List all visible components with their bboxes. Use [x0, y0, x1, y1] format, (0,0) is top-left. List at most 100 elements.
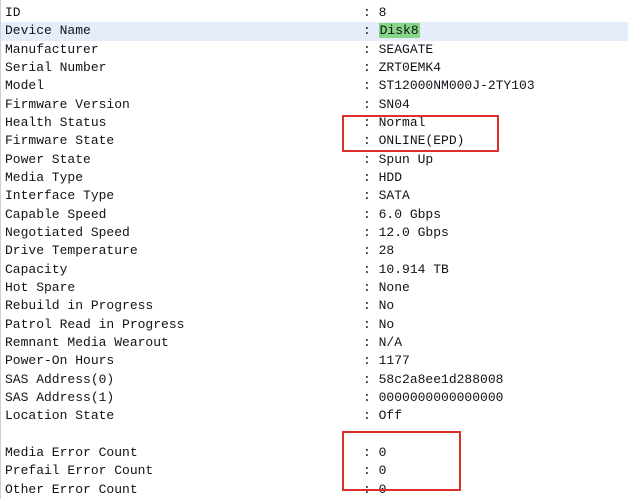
colon-separator: : [363, 188, 379, 204]
selected-value-highlight: Disk8 [378, 23, 420, 39]
value-text: 8 [378, 5, 387, 20]
field-label: Firmware Version [5, 96, 130, 112]
colon-separator: : [363, 463, 379, 479]
info-row-patrol-read-in-progress: Patrol Read in Progress: No [1, 316, 628, 334]
field-value: : ST12000NM000J-2TY103 [363, 77, 535, 95]
field-label: Negotiated Speed [5, 224, 130, 240]
value-text: 28 [378, 243, 395, 259]
field-label: ID [5, 5, 21, 20]
info-row-location-state: Location State : Off [1, 407, 628, 425]
field-value: : 0 [363, 462, 386, 480]
colon-separator: : [363, 481, 379, 497]
value-text: 0000000000000000 [378, 389, 504, 405]
field-label: SAS Address(0) [5, 371, 115, 387]
info-row-capacity: Capacity: 10.914 TB [1, 261, 628, 279]
info-row-interface-type: Interface Type : SATA [1, 187, 628, 205]
field-value: : 58c2a8ee1d288008 [363, 371, 503, 389]
colon-separator: : [363, 206, 379, 222]
field-value: : 10.914 TB [363, 261, 449, 279]
info-row-model: Model: ST12000NM000J-2TY103 [1, 77, 628, 95]
colon-separator: : [363, 41, 379, 57]
field-label: Interface Type [5, 188, 115, 204]
field-value: : 6.0 Gbps [363, 206, 441, 224]
field-value: : 0 [363, 481, 386, 499]
colon-separator: : [363, 5, 379, 20]
value-text: 0 [378, 444, 387, 460]
field-label: SAS Address(1) [5, 389, 115, 405]
field-value: : N/A [363, 334, 402, 352]
colon-separator: : [363, 444, 379, 460]
info-row-remnant-media-wearout: Remnant Media Wearout: N/A [1, 334, 628, 352]
field-value: : Spun Up [363, 151, 433, 169]
blank-row [1, 426, 628, 444]
field-value: : 0 [363, 444, 386, 462]
disk-info-list: ID: 8 Device Name: Disk8 Manufacturer: SEA… [1, 4, 628, 499]
field-value: : Off [363, 407, 402, 425]
field-value: : 0000000000000000 [363, 389, 503, 407]
field-value: : 12.0 Gbps [363, 224, 449, 242]
info-row-sas-address-0: SAS Address(0) : 58c2a8ee1d288008 [1, 371, 628, 389]
field-value: : SATA [363, 187, 410, 205]
value-text: Normal [378, 114, 426, 130]
field-label: Capacity [5, 261, 68, 277]
value-text: Spun Up [378, 151, 434, 167]
field-label: Power-On Hours [5, 353, 115, 369]
info-row-media-type: Media Type: HDD [1, 169, 628, 187]
field-label: Rebuild in Progress [5, 298, 154, 314]
colon-separator: : [363, 96, 379, 112]
colon-separator: : [363, 261, 379, 277]
field-label: Model [5, 78, 45, 94]
info-row-rebuild-in-progress: Rebuild in Progress: No [1, 297, 628, 315]
value-text: ZRT0EMK4 [378, 59, 442, 75]
info-row-manufacturer: Manufacturer: SEAGATE [1, 41, 628, 59]
colon-separator: : [363, 353, 379, 369]
value-text: 0 [378, 463, 387, 479]
info-row-capable-speed: Capable Speed: 6.0 Gbps [1, 206, 628, 224]
field-value: : Normal [363, 114, 425, 132]
value-text: ST12000NM000J-2TY103 [378, 78, 535, 94]
field-label: Device Name [5, 23, 91, 39]
field-label: Other Error Count [5, 481, 138, 497]
field-label: Health Status [5, 114, 107, 130]
info-row-sas-address-1: SAS Address(1): 0000000000000000 [1, 389, 628, 407]
colon-separator: : [363, 371, 379, 387]
field-label: Location State [5, 408, 115, 424]
colon-separator: : [363, 78, 379, 94]
info-row-other-error-count: Other Error Count: 0 [1, 481, 628, 499]
colon-separator: : [363, 279, 379, 295]
colon-separator: : [363, 224, 379, 240]
colon-separator: : [363, 298, 379, 314]
info-row-health-status: Health Status : Normal [1, 114, 628, 132]
field-value: : SN04 [363, 96, 410, 114]
value-text: None [378, 279, 410, 295]
colon-separator: : [363, 389, 379, 405]
info-row-drive-temperature: Drive Temperature : 28 [1, 242, 628, 260]
field-value: : Disk8 [363, 22, 420, 40]
value-text: N/A [378, 334, 403, 350]
colon-separator: : [363, 334, 379, 350]
field-label: Power State [5, 151, 91, 167]
info-row-id: ID: 8 [1, 4, 628, 22]
colon-separator: : [363, 23, 379, 39]
field-label: Serial Number [5, 59, 107, 75]
field-value: : No [363, 316, 394, 334]
value-text: HDD [378, 169, 403, 185]
value-text: Off [378, 408, 403, 424]
info-row-serial-number: Serial Number: ZRT0EMK4 [1, 59, 628, 77]
info-row-negotiated-speed: Negotiated Speed : 12.0 Gbps [1, 224, 628, 242]
field-label: Remnant Media Wearout [5, 334, 169, 350]
colon-separator: : [363, 133, 379, 149]
field-label: Drive Temperature [5, 243, 138, 259]
field-label: Firmware State [5, 133, 115, 149]
info-row-prefail-error-count: Prefail Error Count: 0 [1, 462, 628, 480]
value-text: 0 [378, 481, 387, 497]
field-value: : 28 [363, 242, 394, 260]
value-text: 10.914 TB [378, 261, 449, 277]
value-text: SN04 [378, 96, 410, 112]
field-label: Manufacturer [5, 41, 99, 57]
field-value: : None [363, 279, 410, 297]
field-label: Media Error Count [5, 444, 138, 460]
colon-separator: : [363, 151, 379, 167]
value-text: 1177 [378, 353, 410, 369]
field-label: Media Type [5, 169, 84, 185]
